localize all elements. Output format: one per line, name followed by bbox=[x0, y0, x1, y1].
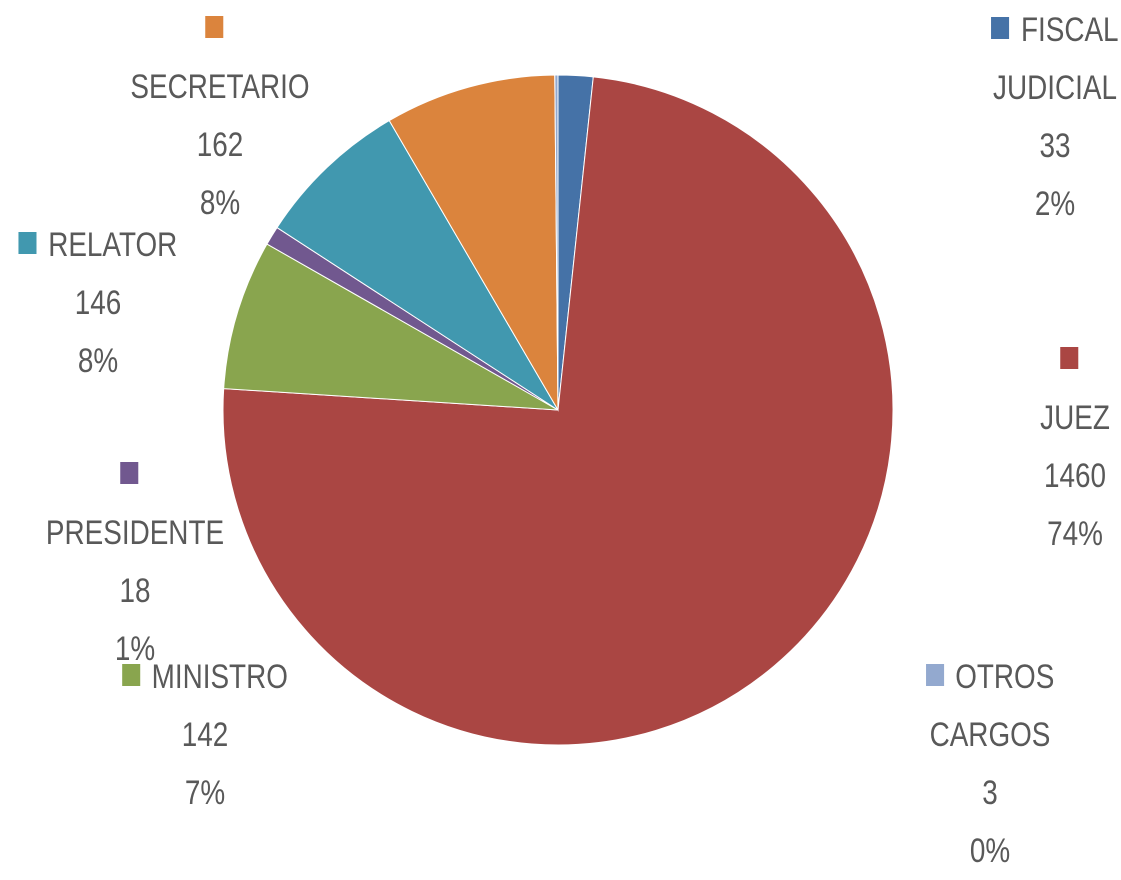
legend-swatch bbox=[1060, 347, 1079, 369]
legend-entry: PRESIDENTE bbox=[37, 446, 234, 562]
category-name: PRESIDENTE bbox=[45, 514, 225, 552]
category-name: JUEZ bbox=[1040, 399, 1110, 437]
legend-swatch bbox=[122, 664, 141, 686]
data-label: JUEZ 1460 74% bbox=[1038, 331, 1112, 563]
value-label: 142 bbox=[181, 716, 229, 754]
chart: FISCAL JUDICIAL 33 2% JUEZ 1460 74% MINISTRO 14… bbox=[16, 0, 1121, 870]
legend-entry: JUEZ bbox=[1038, 331, 1112, 447]
value-label: 33 bbox=[1039, 127, 1071, 165]
percent-label: 0% bbox=[969, 832, 1011, 870]
legend-entry: MINISTRO bbox=[107, 648, 304, 706]
data-label: SECRETARIO 162 8% bbox=[122, 0, 319, 232]
percent-label: 8% bbox=[199, 184, 241, 222]
legend-swatch bbox=[205, 16, 224, 38]
value-label: 3 bbox=[982, 774, 998, 812]
legend-entry: FISCAL JUDICIAL bbox=[985, 1, 1121, 117]
data-label: RELATOR 146 8% bbox=[16, 216, 180, 390]
value-label: 146 bbox=[74, 284, 122, 322]
percent-label: 7% bbox=[184, 774, 226, 812]
legend-entry: SECRETARIO bbox=[122, 0, 319, 116]
pie-slice bbox=[388, 74, 559, 412]
category-name: FISCAL JUDICIAL bbox=[993, 11, 1119, 107]
percent-label: 74% bbox=[1047, 515, 1103, 553]
legend-entry: OTROS CARGOS bbox=[883, 648, 1096, 764]
value-label: 1460 bbox=[1043, 457, 1107, 495]
percent-label: 2% bbox=[1034, 185, 1076, 223]
data-label: MINISTRO 142 7% bbox=[107, 648, 304, 822]
data-label: PRESIDENTE 18 1% bbox=[37, 446, 234, 678]
value-label: 18 bbox=[119, 572, 151, 610]
data-label: OTROS CARGOS 3 0% bbox=[883, 648, 1096, 880]
legend-entry: RELATOR bbox=[16, 216, 180, 274]
category-name: RELATOR bbox=[48, 226, 178, 264]
legend-swatch bbox=[991, 17, 1010, 39]
legend-swatch bbox=[18, 232, 37, 254]
pie-area bbox=[222, 74, 894, 746]
pie-slice bbox=[554, 74, 559, 411]
category-name: OTROS CARGOS bbox=[929, 658, 1055, 754]
pie-slice bbox=[223, 243, 559, 411]
percent-label: 8% bbox=[77, 342, 119, 380]
category-name: SECRETARIO bbox=[130, 68, 310, 106]
value-label: 162 bbox=[196, 126, 244, 164]
category-name: MINISTRO bbox=[151, 658, 288, 696]
legend-swatch bbox=[120, 462, 139, 484]
percent-label: 1% bbox=[114, 630, 156, 668]
data-label: FISCAL JUDICIAL 33 2% bbox=[985, 1, 1121, 233]
legend-swatch bbox=[925, 664, 944, 686]
pie-slice bbox=[276, 119, 559, 411]
